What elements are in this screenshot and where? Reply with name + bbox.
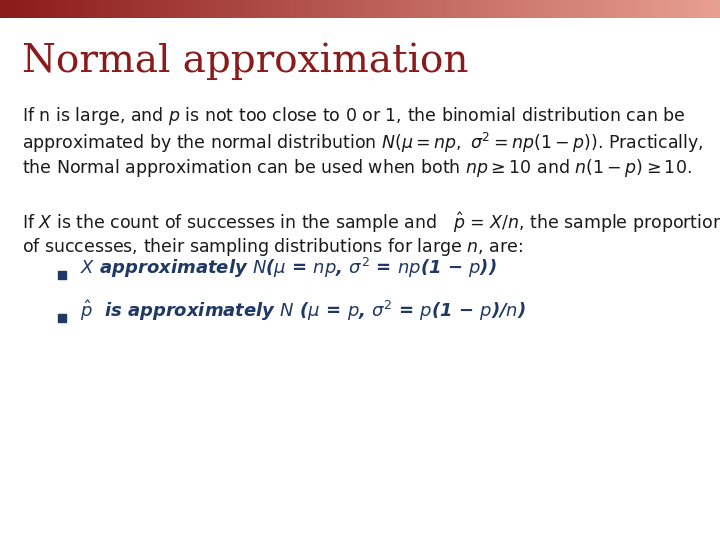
Text: the Normal approximation can be used when both $np \geq 10$ and $n(1 - p) \geq 1: the Normal approximation can be used whe… bbox=[22, 157, 692, 179]
Bar bbox=[58, 314, 66, 322]
Bar bbox=[58, 271, 66, 279]
Text: If $X$ is the count of successes in the sample and   $\hat{p}$ = $X/n$, the samp: If $X$ is the count of successes in the … bbox=[22, 210, 720, 235]
Text: approximated by the normal distribution $N(\mu = np,\ \sigma^2 = np(1 - p))$. Pr: approximated by the normal distribution … bbox=[22, 131, 703, 155]
Text: Normal approximation: Normal approximation bbox=[22, 43, 469, 80]
Text: of successes, their sampling distributions for large $n$, are:: of successes, their sampling distributio… bbox=[22, 236, 523, 258]
Text: $\hat{p}$  is approximately $N$ ($\mu$ = $p$, $\sigma^2$ = $p$(1 − $p$)/$n$): $\hat{p}$ is approximately $N$ ($\mu$ = … bbox=[80, 299, 526, 323]
Text: If n is large, and $p$ is not too close to 0 or 1, the binomial distribution can: If n is large, and $p$ is not too close … bbox=[22, 105, 685, 127]
Text: $X$ approximately $N$($\mu$ = $np$, $\sigma^2$ = $np$(1 − $p$)): $X$ approximately $N$($\mu$ = $np$, $\si… bbox=[80, 256, 497, 280]
